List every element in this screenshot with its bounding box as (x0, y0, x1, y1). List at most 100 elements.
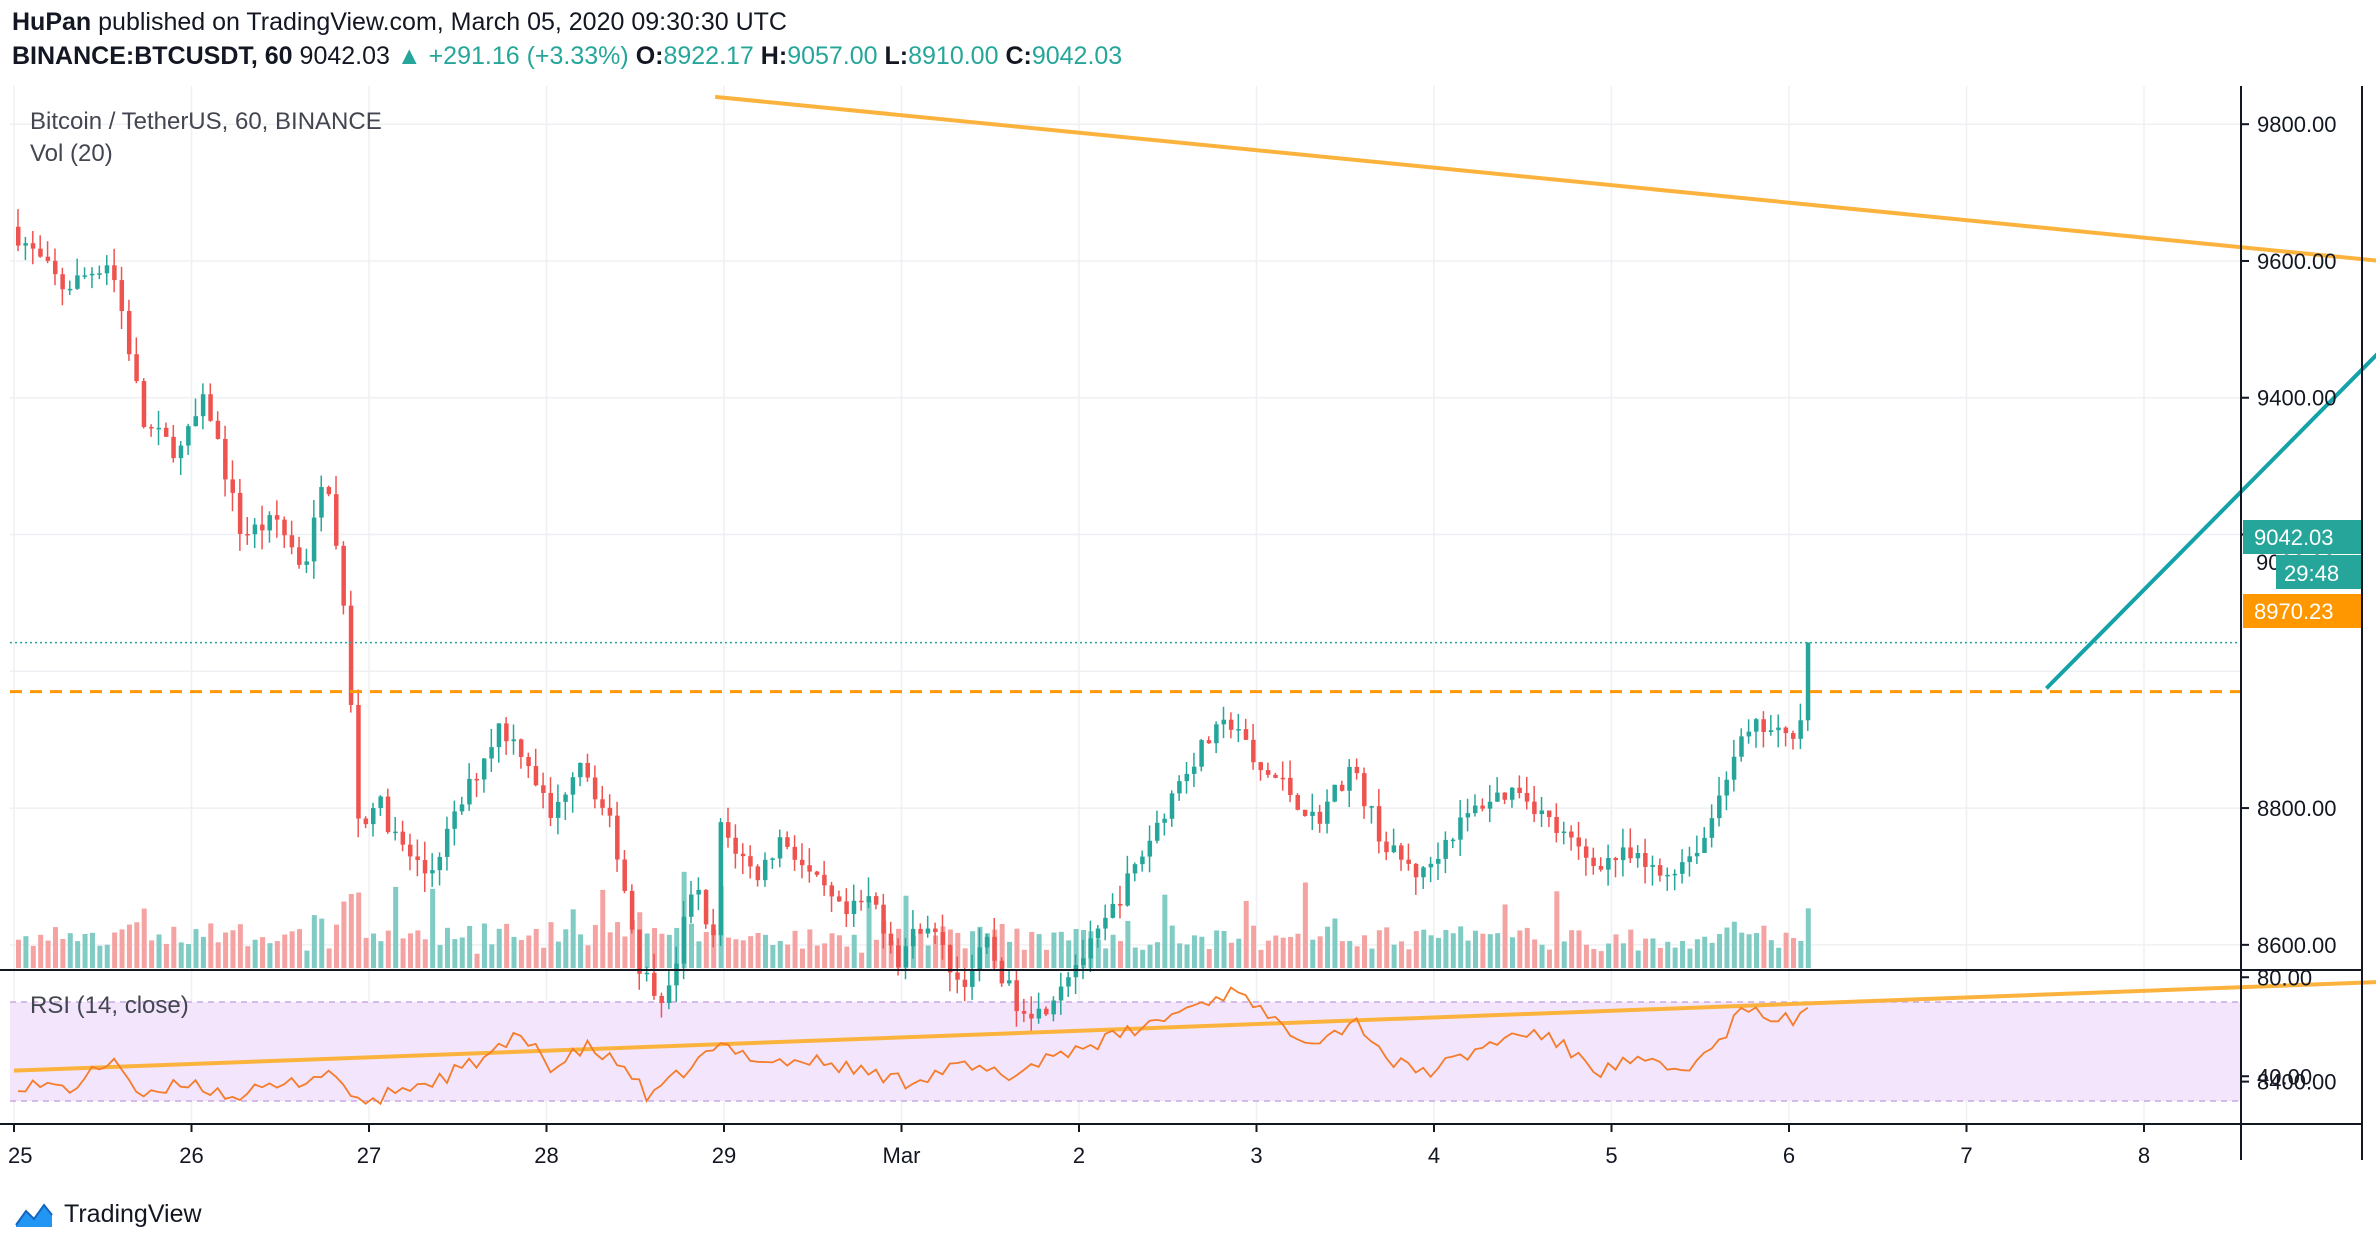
volume-bar (1502, 904, 1508, 968)
volume-bar (1532, 939, 1538, 968)
volume-bar (208, 923, 214, 968)
volume-bar (393, 886, 399, 968)
author-name[interactable]: HuPan (12, 8, 92, 36)
candle-body (585, 762, 590, 778)
candle-body (1199, 740, 1204, 767)
candle-body (777, 837, 783, 859)
volume-bar (1606, 943, 1612, 968)
volume-bar (1236, 938, 1242, 968)
upper-trendline[interactable] (714, 94, 2376, 314)
candle-body (1014, 980, 1019, 1012)
candle-body (844, 901, 849, 915)
volume-bar (1214, 930, 1220, 968)
volume-bar (149, 940, 155, 968)
volume-bar (496, 928, 502, 968)
candle-body (1406, 859, 1411, 864)
projection-arrow-shaft (2044, 352, 2376, 690)
candle-body (851, 900, 857, 915)
volume-bar (444, 927, 450, 968)
candle-body (23, 243, 28, 246)
rsi-tick-label: 80.00 (2257, 965, 2312, 990)
candle-body (1472, 805, 1478, 814)
rsi-legend: RSI (14, close) (30, 992, 189, 1019)
candle-body (1458, 817, 1463, 840)
candle-body (1465, 813, 1471, 818)
candle-body (1288, 777, 1293, 796)
volume-bar (785, 944, 791, 968)
candle-body (215, 420, 221, 439)
volume-bar (245, 946, 251, 968)
candle-body (703, 889, 709, 925)
candle-body (829, 885, 835, 897)
volume-bar (1665, 941, 1671, 968)
candle-body (1251, 739, 1256, 763)
candle-body (415, 856, 420, 861)
volume-bar (1325, 926, 1331, 968)
candle-body (422, 860, 428, 874)
time-tick-label: Mar (883, 1143, 921, 1168)
volume-bar (237, 924, 243, 968)
volume-bar (888, 940, 894, 968)
candle-body (518, 739, 524, 757)
volume-bar (126, 924, 132, 968)
candle-body (1509, 787, 1515, 800)
candle-body (45, 256, 51, 261)
footer-brand[interactable]: TradingView (14, 1200, 202, 1229)
projection-arrow[interactable] (2044, 285, 2376, 690)
candle-body (1310, 811, 1315, 816)
candle-body (1583, 846, 1589, 858)
volume-bar (1458, 926, 1464, 968)
candle-body (1339, 784, 1345, 791)
candle-body (1517, 787, 1522, 793)
candle-body (1184, 773, 1190, 782)
candle-body (1598, 865, 1604, 870)
volume-bar (703, 932, 709, 968)
rsi-line (17, 986, 1809, 1106)
candle-body (1029, 1013, 1034, 1019)
volume-bar (1465, 940, 1471, 968)
last-price-label: 9042.03 (2243, 520, 2361, 554)
candle-body (1154, 822, 1160, 841)
candle-body (260, 524, 265, 531)
candle-body (1376, 806, 1382, 842)
symbol-name: BINANCE:BTCUSDT, 60 (12, 42, 293, 70)
candle-body (1791, 733, 1796, 739)
volume-bar (1280, 937, 1286, 968)
volume-bar (1191, 935, 1197, 968)
volume-bar (230, 930, 236, 968)
volume-bar (1791, 937, 1796, 968)
lower-trendline[interactable] (13, 962, 2376, 1073)
candle-body (1709, 818, 1715, 838)
candle-body (119, 280, 125, 312)
volume-bar (119, 929, 125, 968)
candle-body (1206, 740, 1212, 744)
candle-body (1546, 810, 1552, 818)
candle-body (1132, 864, 1138, 874)
volume-bar (1154, 942, 1160, 968)
volume-bar (1317, 936, 1323, 968)
volume-bar (844, 946, 850, 968)
candle-body (1354, 766, 1360, 774)
volume-bar (755, 933, 761, 968)
candle-body (356, 704, 361, 819)
volume-bar (541, 947, 547, 968)
volume-bar (526, 935, 532, 968)
volume-bar (30, 945, 36, 968)
volume-bar (866, 900, 872, 968)
volume-bar (459, 937, 465, 968)
volume-bar (1413, 931, 1419, 968)
volume-bar (415, 930, 421, 968)
candle-body (193, 416, 198, 427)
volume-bar (67, 933, 73, 968)
volume-bar (1783, 932, 1789, 968)
candle-body (1665, 874, 1670, 877)
time-tick-label: 5 (1605, 1143, 1617, 1168)
time-tick-label: 26 (179, 1143, 203, 1168)
volume-bar (644, 933, 650, 968)
candle-body (385, 796, 391, 833)
candle-body (770, 858, 775, 860)
countdown-value: 29:48 (2284, 561, 2339, 586)
volume-bar (1051, 932, 1057, 968)
candle-body (1103, 917, 1108, 929)
